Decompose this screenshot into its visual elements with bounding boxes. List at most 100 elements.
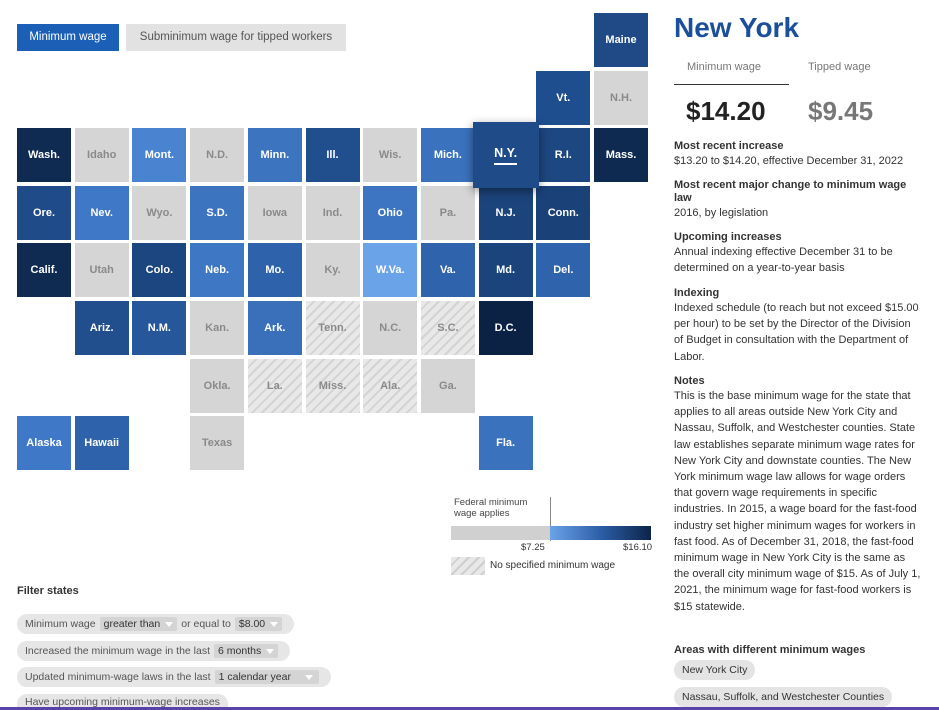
state-tile-label: Texas	[201, 437, 233, 450]
state-tile-colo[interactable]: Colo.	[132, 243, 187, 298]
state-tile-nj[interactable]: N.J.	[478, 185, 533, 240]
state-tile-label: Pa.	[439, 206, 457, 219]
state-tile-ky[interactable]: Ky.	[305, 243, 360, 298]
recent-increase-text: $13.20 to $14.20, effective December 31,…	[674, 155, 904, 167]
state-tile-ala[interactable]: Ala.	[363, 358, 418, 413]
period-value: 1 calendar year	[218, 671, 291, 683]
wage-underline	[674, 84, 789, 85]
state-tile-okla[interactable]: Okla.	[190, 358, 245, 413]
state-tile-label: R.I.	[554, 149, 572, 162]
state-tile-ri[interactable]: R.I.	[536, 128, 591, 183]
minimum-wage-label: Minimum wage	[687, 61, 761, 73]
filter-row-upcoming[interactable]: Have upcoming minimum-wage increases	[17, 694, 228, 710]
filter-row-mid: or equal to	[181, 618, 231, 630]
state-tile-iowa[interactable]: Iowa	[247, 185, 302, 240]
state-tile-dc[interactable]: D.C.	[478, 301, 533, 355]
state-tile-label: Utah	[89, 264, 114, 277]
state-tile-ga[interactable]: Ga.	[420, 358, 475, 413]
minimum-wage-toggle[interactable]: Minimum wage	[17, 24, 119, 51]
state-tile-label: Mont.	[144, 149, 175, 162]
caret-down-icon	[165, 621, 174, 627]
update-period-dropdown[interactable]: 1 calendar year	[214, 670, 319, 684]
state-tile-conn[interactable]: Conn.	[536, 185, 591, 240]
operator-dropdown[interactable]: greater than	[99, 617, 178, 631]
state-tile-label: Ky.	[324, 264, 341, 277]
state-tile-neb[interactable]: Neb.	[190, 243, 245, 298]
state-tile-miss[interactable]: Miss.	[305, 358, 360, 413]
filter-row-label: Increased the minimum wage in the last	[25, 645, 211, 657]
state-tile-label: N.J.	[495, 206, 516, 219]
state-tile-label: N.C.	[379, 322, 402, 334]
state-tile-fla[interactable]: Fla.	[478, 416, 533, 471]
area-pill-nyc[interactable]: New York City	[674, 660, 756, 680]
state-tile-vt[interactable]: Vt.	[536, 70, 591, 125]
state-tile-label: Vt.	[556, 91, 571, 104]
state-tile-ill[interactable]: Ill.	[305, 128, 360, 183]
state-tile-label: Iowa	[262, 206, 288, 219]
state-tile-idaho[interactable]: Idaho	[74, 128, 129, 183]
state-tile-label: Ariz.	[89, 322, 114, 334]
state-tile-label: Calif.	[30, 264, 58, 277]
state-tile-la[interactable]: La.	[247, 358, 302, 413]
state-tile-nev[interactable]: Nev.	[74, 185, 129, 240]
tipped-wage-toggle[interactable]: Subminimum wage for tipped workers	[126, 24, 346, 51]
state-tile-maine[interactable]: Maine	[594, 13, 648, 67]
areas-heading: Areas with different minimum wages	[674, 644, 866, 656]
state-tile-sd[interactable]: S.D.	[190, 185, 245, 240]
state-tile-label: Mo.	[265, 264, 285, 277]
state-tile-label: Hawaii	[84, 437, 120, 450]
caret-down-icon	[266, 648, 275, 654]
state-tile-label: Idaho	[87, 149, 117, 162]
state-tile-utah[interactable]: Utah	[74, 243, 129, 298]
state-tile-mo[interactable]: Mo.	[247, 243, 302, 298]
state-tile-wash[interactable]: Wash.	[17, 128, 71, 183]
state-tile-ny[interactable]: N.Y.	[472, 122, 539, 189]
state-tile-label: Colo.	[145, 264, 174, 277]
state-tile-kan[interactable]: Kan.	[190, 301, 245, 355]
recent-increase-heading: Most recent increase	[674, 140, 784, 152]
state-tile-pa[interactable]: Pa.	[420, 185, 475, 240]
state-tile-texas[interactable]: Texas	[190, 416, 245, 471]
state-tile-alaska[interactable]: Alaska	[17, 416, 71, 471]
state-tile-label: Ore.	[32, 206, 55, 219]
state-tile-ariz[interactable]: Ariz.	[74, 301, 129, 355]
state-tile-wyo[interactable]: Wyo.	[132, 185, 187, 240]
state-tile-ark[interactable]: Ark.	[247, 301, 302, 355]
state-tile-nh[interactable]: N.H.	[594, 70, 648, 125]
state-tile-label: Nev.	[90, 206, 113, 219]
state-tile-ore[interactable]: Ore.	[17, 185, 71, 240]
state-tile-mont[interactable]: Mont.	[132, 128, 187, 183]
state-tile-calif[interactable]: Calif.	[17, 243, 71, 298]
state-tile-minn[interactable]: Minn.	[247, 128, 302, 183]
state-tile-ohio[interactable]: Ohio	[363, 185, 418, 240]
state-tile-wis[interactable]: Wis.	[363, 128, 418, 183]
state-tile-va[interactable]: Va.	[420, 243, 475, 298]
indexing-heading: Indexing	[674, 287, 720, 299]
state-tile-label: Minn.	[260, 149, 290, 162]
state-tile-wva[interactable]: W.Va.	[363, 243, 418, 298]
state-tile-mich[interactable]: Mich.	[420, 128, 475, 183]
minimum-wage-value: $14.20	[686, 96, 766, 126]
state-tile-md[interactable]: Md.	[478, 243, 533, 298]
state-tile-label: Ill.	[326, 149, 339, 162]
notes-text: This is the base minimum wage for the st…	[674, 390, 921, 613]
amount-dropdown[interactable]: $8.00	[234, 617, 283, 631]
state-tile-tenn[interactable]: Tenn.	[305, 301, 360, 355]
state-tile-mass[interactable]: Mass.	[594, 128, 648, 183]
state-tile-sc[interactable]: S.C.	[420, 301, 475, 355]
state-tile-label: S.D.	[206, 206, 228, 219]
state-tile-nd[interactable]: N.D.	[190, 128, 245, 183]
state-tile-label: Wash.	[28, 149, 60, 162]
area-pill-counties[interactable]: Nassau, Suffolk, and Westchester Countie…	[674, 687, 893, 707]
increase-period-dropdown[interactable]: 6 months	[214, 644, 279, 658]
state-tile-del[interactable]: Del.	[536, 243, 591, 298]
state-tile-ind[interactable]: Ind.	[305, 185, 360, 240]
upcoming-text: Annual indexing effective December 31 to…	[674, 246, 893, 275]
state-tile-label: N.D.	[206, 149, 229, 162]
state-tile-nc[interactable]: N.C.	[363, 301, 418, 355]
state-tile-hawaii[interactable]: Hawaii	[74, 416, 129, 471]
filter-row-label: Updated minimum-wage laws in the last	[25, 671, 211, 683]
filter-row-increased: Increased the minimum wage in the last 6…	[17, 641, 291, 661]
state-detail-panel: New York Minimum wage Tipped wage $14.20…	[674, 0, 924, 710]
state-tile-nm[interactable]: N.M.	[132, 301, 187, 355]
